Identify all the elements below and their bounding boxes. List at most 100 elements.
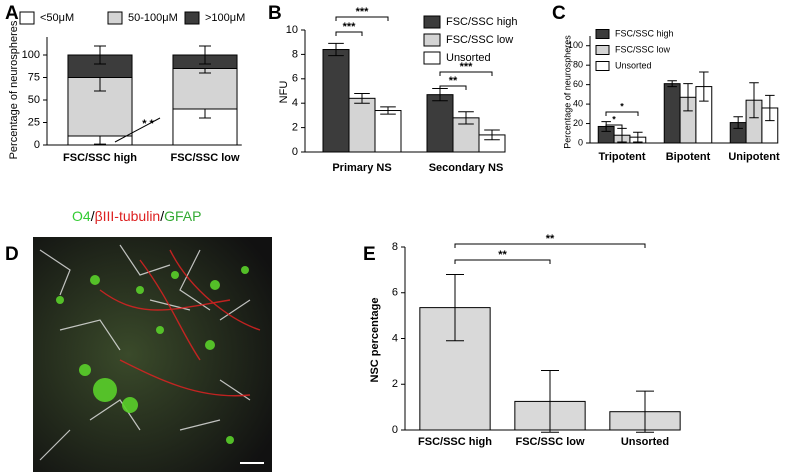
legend-swatch bbox=[595, 29, 610, 39]
x-tick-label: Secondary NS bbox=[429, 162, 504, 174]
y-axis-label: Percentage of neurospheres bbox=[8, 20, 20, 159]
panel-letter: D bbox=[5, 244, 19, 265]
legend-label: Unsorted bbox=[446, 52, 491, 64]
y-tick-label: 0 bbox=[34, 139, 40, 151]
y-tick-label: 6 bbox=[392, 287, 398, 299]
panel-letter: E bbox=[363, 244, 376, 265]
error-bar bbox=[541, 370, 559, 433]
legend-label: FSC/SSC high bbox=[615, 28, 674, 38]
y-tick-label: 0 bbox=[292, 146, 298, 158]
y-tick-label: 20 bbox=[573, 118, 583, 128]
y-tick-label: 4 bbox=[292, 97, 298, 109]
bar bbox=[348, 97, 376, 153]
x-tick-label: Unsorted bbox=[621, 436, 669, 448]
y-tick-label: 2 bbox=[392, 378, 398, 390]
error-bar bbox=[765, 94, 775, 122]
y-tick-label: 100 bbox=[22, 49, 40, 61]
stain-label: βIII-tubulin bbox=[95, 208, 161, 224]
x-tick-label: Primary NS bbox=[332, 162, 391, 174]
bar bbox=[322, 49, 350, 153]
error-bar bbox=[354, 92, 370, 104]
panel-letter: A bbox=[5, 3, 19, 24]
y-tick-label: 40 bbox=[573, 98, 583, 108]
y-tick-label: 0 bbox=[392, 424, 398, 436]
y-tick-label: 80 bbox=[573, 60, 583, 70]
significance-label: * bbox=[612, 114, 616, 124]
legend-label: Unsorted bbox=[615, 60, 652, 70]
error-bar bbox=[484, 129, 500, 141]
legend-label: FSC/SSC low bbox=[446, 34, 513, 46]
stain-label: O4 bbox=[72, 208, 91, 224]
y-tick-label: 10 bbox=[286, 24, 298, 36]
significance-line bbox=[114, 117, 161, 143]
significance-label: ** bbox=[546, 233, 555, 245]
error-bar bbox=[683, 83, 693, 112]
significance-label: *** bbox=[356, 6, 370, 18]
error-bar bbox=[633, 131, 643, 143]
error-bar bbox=[733, 116, 743, 129]
error-bar bbox=[458, 111, 474, 125]
x-tick-label: FSC/SSC high bbox=[418, 436, 492, 448]
stain-label: / bbox=[91, 208, 95, 224]
significance-bracket bbox=[605, 111, 639, 116]
bar bbox=[663, 83, 681, 144]
y-tick-label: 8 bbox=[392, 241, 398, 253]
legend-swatch bbox=[423, 51, 441, 65]
x-tick-label: FSC/SSC low bbox=[515, 436, 585, 448]
x-tick-label: Unipotent bbox=[728, 151, 780, 163]
legend-swatch bbox=[595, 61, 610, 71]
legend-swatch bbox=[423, 15, 441, 29]
y-tick-label: 50 bbox=[28, 94, 40, 106]
y-tick-label: 75 bbox=[28, 71, 40, 83]
y-axis-label: NSC percentage bbox=[369, 298, 381, 383]
error-bar bbox=[380, 106, 396, 115]
x-tick-label: Tripotent bbox=[598, 151, 645, 163]
significance-bracket bbox=[439, 85, 467, 90]
stain-label: / bbox=[160, 208, 164, 224]
y-tick-label: 2 bbox=[292, 122, 298, 134]
y-tick-label: 4 bbox=[392, 332, 398, 344]
significance-bracket bbox=[335, 31, 363, 36]
panel-letter: B bbox=[268, 3, 282, 24]
x-tick-label: FSC/SSC high bbox=[63, 152, 137, 164]
error-bar bbox=[699, 71, 709, 102]
legend-label: >100μM bbox=[205, 12, 245, 24]
legend-swatch bbox=[423, 33, 441, 47]
significance-label: *** bbox=[460, 61, 474, 73]
bar bbox=[374, 110, 402, 153]
x-tick-label: FSC/SSC low bbox=[170, 152, 240, 164]
y-tick-label: 0 bbox=[578, 137, 583, 147]
significance-bracket bbox=[454, 243, 646, 248]
error-bar bbox=[667, 80, 677, 88]
significance-bracket bbox=[335, 16, 389, 21]
error-bar bbox=[446, 273, 464, 342]
error-bar bbox=[328, 42, 344, 57]
significance-label: ** bbox=[449, 75, 458, 87]
legend-swatch bbox=[595, 45, 610, 55]
legend-label: FSC/SSC high bbox=[446, 16, 518, 28]
bar-segment bbox=[172, 68, 238, 110]
significance-bracket bbox=[439, 71, 493, 76]
legend-swatch bbox=[184, 11, 200, 25]
significance-bracket bbox=[605, 124, 623, 129]
legend-label: <50μM bbox=[40, 12, 74, 24]
significance-label: * bbox=[620, 101, 624, 111]
y-axis-label: Percentage of neurospheres bbox=[562, 35, 572, 149]
y-tick-label: 60 bbox=[573, 79, 583, 89]
y-tick-label: 8 bbox=[292, 48, 298, 60]
significance-bracket bbox=[454, 259, 551, 264]
legend-swatch bbox=[19, 11, 35, 25]
y-tick-label: 25 bbox=[28, 116, 40, 128]
legend-label: 50-100μM bbox=[128, 12, 178, 24]
y-axis-label: NFU bbox=[278, 81, 290, 104]
y-tick-label: 6 bbox=[292, 73, 298, 85]
legend-swatch bbox=[107, 11, 123, 25]
panel-letter: C bbox=[552, 3, 566, 24]
error-bar bbox=[94, 45, 106, 65]
stain-legend: O4/βIII-tubulin/GFAP bbox=[72, 208, 201, 224]
error-bar bbox=[636, 390, 654, 433]
micrograph bbox=[33, 237, 272, 472]
stain-label: GFAP bbox=[164, 208, 201, 224]
legend-label: FSC/SSC low bbox=[615, 44, 671, 54]
